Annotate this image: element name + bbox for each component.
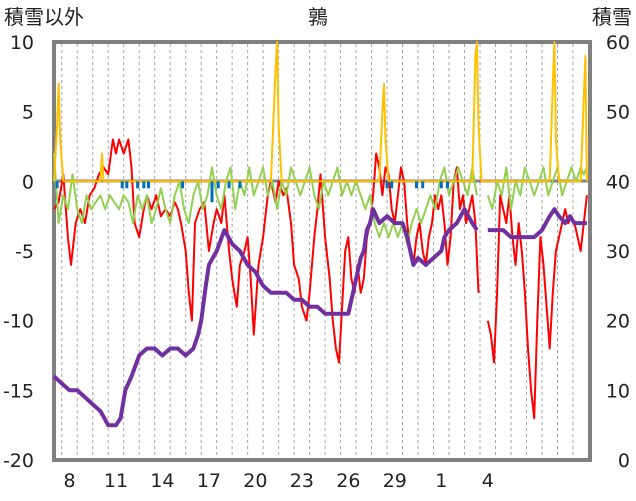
x-tick-label: 11 xyxy=(104,470,128,492)
left-axis-title: 積雪以外 xyxy=(4,5,84,29)
right-tick-label: 30 xyxy=(606,241,630,263)
bar-mark xyxy=(142,181,146,189)
right-axis-ticks: 60 50 40 30 20 10 0 xyxy=(606,32,630,472)
bar-mark xyxy=(390,181,394,189)
left-tick-label: -10 xyxy=(3,311,34,333)
bar-mark xyxy=(385,181,389,189)
x-tick-label: 20 xyxy=(243,470,267,492)
series-layer xyxy=(52,41,588,428)
bar-mark xyxy=(227,181,231,189)
left-tick-label: 5 xyxy=(22,102,34,124)
x-tick-label: 1 xyxy=(435,470,447,492)
bar-mark xyxy=(125,181,129,189)
bar-mark xyxy=(146,181,150,189)
bar-mark xyxy=(181,181,185,189)
left-tick-label: -20 xyxy=(3,450,34,472)
x-tick-label: 23 xyxy=(290,470,314,492)
left-tick-label: -15 xyxy=(3,380,34,402)
right-tick-label: 0 xyxy=(618,450,630,472)
bar-mark xyxy=(136,181,140,189)
left-tick-label: 0 xyxy=(22,171,34,193)
x-tick-label: 8 xyxy=(63,470,75,492)
x-axis-ticks: 8 11 14 17 20 23 26 29 1 4 xyxy=(63,470,493,492)
series-line-5 xyxy=(52,207,479,428)
x-tick-label: 14 xyxy=(150,470,174,492)
right-tick-label: 40 xyxy=(606,171,630,193)
bar-mark xyxy=(421,181,425,189)
series-line-0 xyxy=(53,138,480,364)
bar-mark xyxy=(216,181,220,189)
right-axis-title: 積雪 xyxy=(592,5,632,29)
plot-area xyxy=(52,40,592,462)
bar-mark xyxy=(210,181,214,203)
bar-mark xyxy=(55,181,59,189)
left-tick-label: 10 xyxy=(10,32,34,54)
bar-mark xyxy=(120,181,124,189)
left-axis-ticks: 10 5 0 -5 -10 -15 -20 xyxy=(3,32,34,472)
x-tick-label: 17 xyxy=(197,470,221,492)
right-tick-label: 60 xyxy=(606,32,630,54)
right-tick-label: 20 xyxy=(606,311,630,333)
right-tick-label: 50 xyxy=(606,102,630,124)
bar-mark xyxy=(414,181,418,189)
series-line-6 xyxy=(487,207,587,240)
right-tick-label: 10 xyxy=(606,380,630,402)
x-tick-label: 4 xyxy=(482,470,494,492)
bar-mark xyxy=(439,181,443,189)
x-tick-label: 26 xyxy=(336,470,360,492)
left-tick-label: -5 xyxy=(15,241,34,263)
x-tick-label: 29 xyxy=(383,470,407,492)
bar-mark xyxy=(445,181,449,189)
series-line-4 xyxy=(53,41,588,183)
bar-mark xyxy=(238,181,242,189)
chart-title: 鶉 xyxy=(308,5,328,29)
